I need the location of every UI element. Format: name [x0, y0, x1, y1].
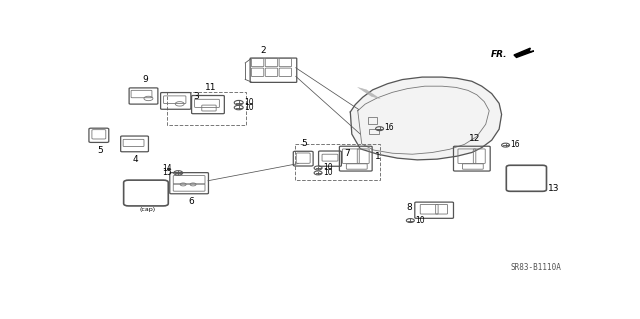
Bar: [167, 92, 246, 125]
Text: 10: 10: [244, 98, 254, 107]
Text: 12: 12: [468, 134, 480, 143]
Text: 11: 11: [205, 83, 216, 92]
Text: 6: 6: [188, 197, 194, 206]
Text: 5: 5: [97, 146, 102, 155]
Polygon shape: [514, 48, 534, 57]
Text: 10: 10: [324, 163, 333, 173]
Text: 3: 3: [193, 92, 199, 101]
Polygon shape: [350, 77, 502, 160]
Text: 10: 10: [324, 168, 333, 177]
Text: 10: 10: [415, 216, 425, 225]
Bar: [369, 130, 379, 134]
Text: 16: 16: [511, 140, 520, 149]
Text: SR83-B1110A: SR83-B1110A: [510, 263, 561, 271]
Text: (cap): (cap): [140, 207, 156, 212]
Text: 4: 4: [132, 155, 138, 165]
Bar: [295, 144, 380, 180]
Text: 1: 1: [374, 152, 380, 161]
Text: 2: 2: [260, 46, 266, 55]
Text: 7: 7: [344, 149, 349, 158]
Text: 10: 10: [244, 103, 254, 112]
Text: 8: 8: [406, 203, 412, 212]
Text: 5: 5: [301, 139, 307, 148]
Text: 13: 13: [547, 184, 559, 193]
Text: 14: 14: [162, 165, 172, 174]
Text: FR.: FR.: [491, 50, 508, 59]
Text: 15: 15: [162, 168, 172, 177]
Bar: [368, 117, 377, 124]
Text: 9: 9: [143, 75, 148, 84]
Text: 16: 16: [385, 123, 394, 132]
